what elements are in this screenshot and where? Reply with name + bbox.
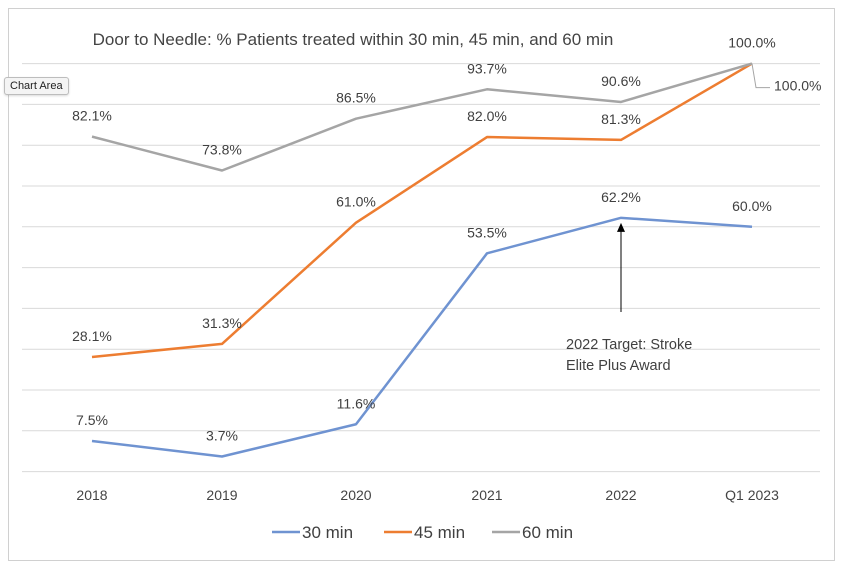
data-label: 100.0% [774, 78, 821, 94]
annotation: 2022 Target: Stroke Elite Plus Award [566, 222, 692, 374]
series-line-45-min[interactable] [91, 62, 753, 359]
data-label: 73.8% [202, 141, 242, 157]
annotation-text: Elite Plus Award [566, 358, 671, 374]
data-label: 28.1% [72, 328, 112, 344]
data-label: 11.6% [337, 395, 376, 411]
data-label: 7.5% [76, 412, 108, 428]
x-tick-label: 2020 [340, 487, 371, 503]
x-tick-label: 2019 [206, 487, 237, 503]
series-lines [91, 62, 753, 458]
chart-area-tooltip: Chart Area [4, 77, 69, 95]
legend-entry[interactable]: 60 min [522, 523, 573, 542]
data-label: 61.0% [336, 194, 376, 210]
data-label: 82.0% [467, 108, 507, 124]
series-line-60-min[interactable] [91, 62, 753, 172]
x-axis-ticks: 2018 2019 2020 2021 2022 Q1 2023 [76, 487, 779, 503]
annotation-arrowhead [617, 222, 625, 232]
x-tick-label: 2021 [471, 487, 502, 503]
x-tick-label: 2022 [605, 487, 636, 503]
data-label: 60.0% [732, 198, 772, 214]
label-leader-line [751, 63, 770, 89]
data-label: 82.1% [72, 108, 112, 124]
data-label: 31.3% [202, 315, 242, 331]
data-label: 53.5% [467, 224, 507, 240]
data-label: 3.7% [206, 428, 238, 444]
legend[interactable]: 30 min 45 min 60 min [272, 523, 573, 542]
annotation-text: 2022 Target: Stroke [566, 337, 692, 353]
x-tick-label: 2018 [76, 487, 107, 503]
data-label: 62.2% [601, 189, 641, 205]
gridlines [22, 63, 820, 473]
chart-title: Door to Needle: % Patients treated withi… [93, 30, 614, 49]
data-label: 93.7% [467, 60, 507, 76]
data-label: 86.5% [336, 90, 376, 106]
legend-entry[interactable]: 30 min [302, 523, 353, 542]
data-label: 81.3% [601, 111, 641, 127]
chart-area[interactable] [8, 8, 835, 561]
data-labels: 7.5% 3.7% 11.6% 53.5% 62.2% 60.0% 28.1% 31.3% 61… [72, 35, 821, 444]
data-label: 90.6% [601, 73, 641, 89]
series-line-30-min[interactable] [91, 216, 753, 458]
legend-entry[interactable]: 45 min [414, 523, 465, 542]
data-label: 100.0% [728, 35, 775, 51]
x-tick-label: Q1 2023 [725, 487, 779, 503]
